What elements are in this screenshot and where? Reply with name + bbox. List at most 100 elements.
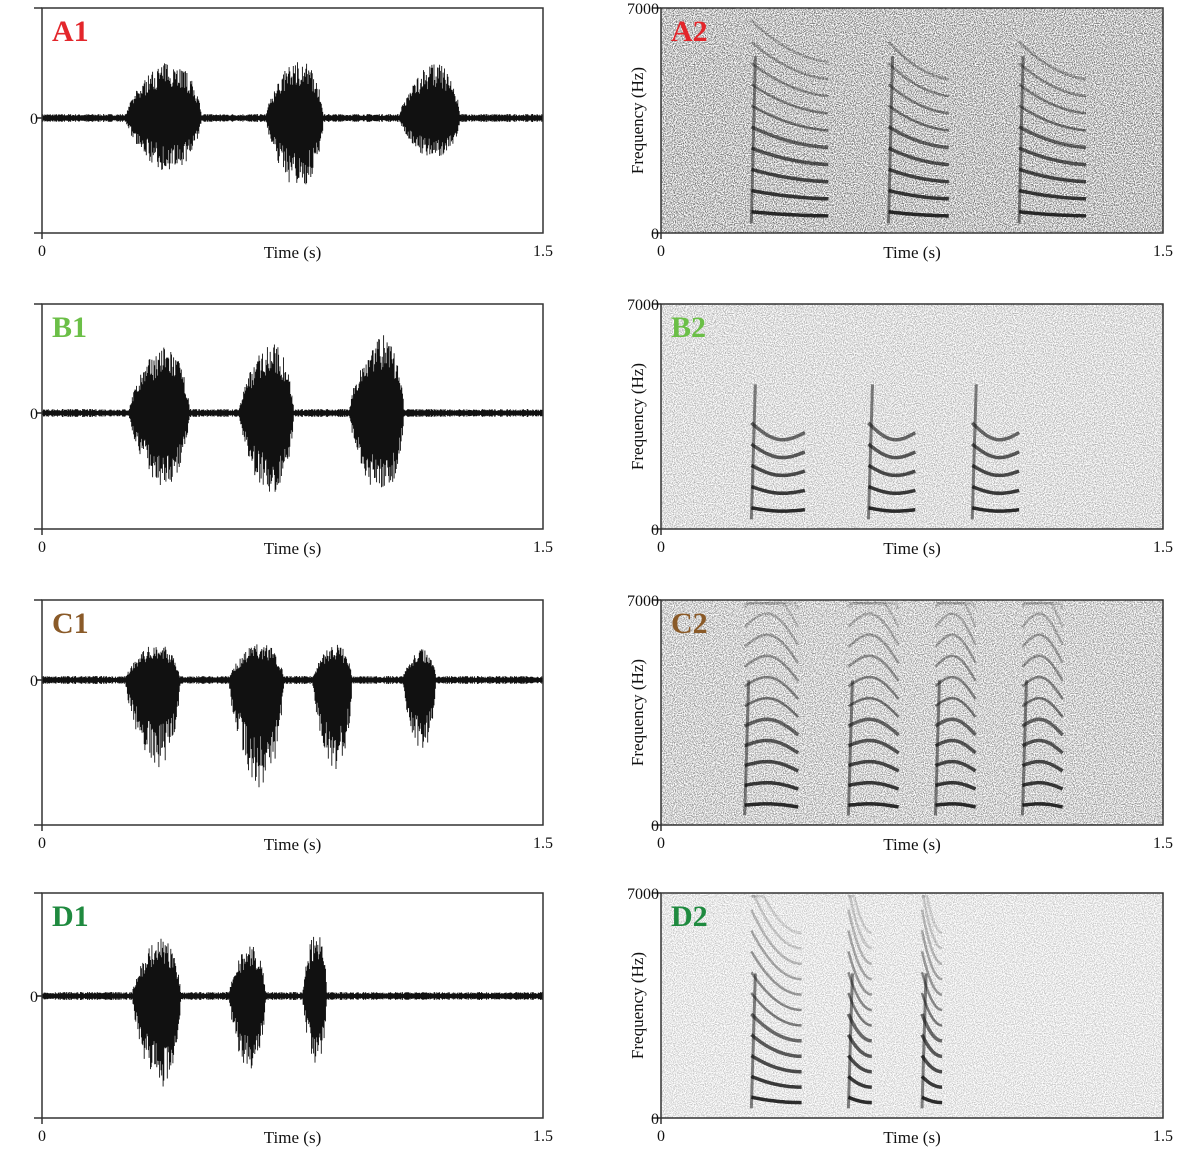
y-tick-label: 0 — [30, 673, 38, 690]
harmonic-band — [1018, 83, 1087, 115]
spectrogram-syllable — [846, 894, 873, 1109]
harmonic-band — [1021, 696, 1064, 718]
spectrogram-syllable — [749, 384, 806, 520]
harmonic-band — [750, 62, 829, 98]
x-axis-label: Time (s) — [883, 1128, 940, 1147]
harmonic-band — [743, 633, 800, 664]
harmonic-band — [848, 894, 872, 935]
harmonic-band — [1018, 210, 1086, 218]
x-axis-label: Time (s) — [883, 243, 940, 262]
plot-frame — [41, 599, 544, 826]
spectrogram-syllable — [1020, 601, 1064, 816]
harmonic-band — [847, 717, 900, 737]
y-axis-label: Frequency (Hz) — [628, 67, 647, 174]
harmonic-band — [935, 802, 976, 809]
harmonic-band — [847, 675, 900, 700]
harmonic-band — [744, 675, 800, 700]
panel-label: B2 — [671, 311, 706, 344]
panel-label: A2 — [671, 15, 708, 48]
harmonic-band — [847, 738, 900, 755]
x-axis-label: Time (s) — [883, 835, 940, 854]
harmonic-band — [848, 802, 899, 809]
harmonic-band — [1022, 780, 1064, 791]
harmonic-band — [846, 1033, 872, 1059]
y-tick-label: 0 — [651, 818, 659, 835]
x-axis-label: Time (s) — [264, 1128, 321, 1147]
harmonic-band — [751, 188, 829, 201]
spectrogram-noise — [661, 304, 1163, 529]
harmonic-band — [920, 971, 943, 1012]
harmonic-band — [920, 1033, 943, 1059]
harmonic-band — [750, 1074, 802, 1089]
spectrogram-syllable — [970, 384, 1020, 520]
harmonic-band — [934, 759, 977, 773]
harmonic-band — [1021, 654, 1064, 682]
plot-frame — [41, 892, 544, 1119]
harmonic-band — [847, 759, 900, 773]
harmonic-band — [1018, 62, 1087, 98]
x-tick-label: 1.5 — [1153, 539, 1173, 556]
harmonic-band — [1018, 146, 1087, 167]
harmonic-band — [888, 188, 949, 201]
spectrogram-syllable — [749, 894, 802, 1109]
y-tick-label: 7000 — [627, 1, 659, 18]
harmonic-band — [887, 104, 949, 132]
harmonic-band — [887, 40, 949, 81]
panel-label: A1 — [52, 15, 89, 48]
x-axis-label: Time (s) — [883, 539, 940, 558]
harmonic-band — [934, 738, 977, 755]
x-tick-label: 0 — [38, 1128, 46, 1145]
harmonic-band — [750, 1033, 802, 1059]
harmonic-band — [750, 484, 806, 496]
harmonic-band — [846, 1013, 873, 1043]
y-tick-label: 0 — [30, 406, 38, 423]
syllable-onset — [749, 384, 757, 520]
panel-label: D2 — [671, 900, 708, 933]
harmonic-band — [848, 601, 900, 610]
harmonic-band — [867, 421, 917, 442]
harmonic-band — [922, 894, 943, 935]
harmonic-band — [750, 1012, 802, 1043]
harmonic-band — [744, 759, 799, 773]
harmonic-band — [848, 780, 900, 791]
panel-A1: 0 0 1.5 Time (s) A1 — [30, 7, 553, 262]
harmonic-band — [744, 601, 800, 610]
harmonic-band — [847, 951, 872, 996]
harmonic-band — [922, 894, 943, 950]
harmonic-band — [867, 442, 917, 460]
harmonic-band — [868, 506, 916, 513]
harmonic-band — [1018, 104, 1087, 132]
harmonic-band — [920, 909, 943, 965]
harmonic-band — [921, 1095, 943, 1105]
x-axis-label: Time (s) — [264, 835, 321, 854]
x-tick-label: 1.5 — [1153, 835, 1173, 852]
harmonic-band — [971, 484, 1020, 496]
harmonic-band — [888, 167, 949, 184]
spectrogram-syllable — [749, 19, 829, 224]
x-tick-label: 1.5 — [1153, 243, 1173, 260]
spectrogram-syllable — [887, 40, 949, 224]
harmonic-band — [744, 780, 799, 791]
harmonic-band — [750, 463, 806, 478]
harmonic-band — [743, 717, 800, 737]
harmonic-band — [750, 167, 829, 184]
harmonic-band — [847, 909, 872, 965]
y-tick-label: 0 — [30, 989, 38, 1006]
syllable-onset — [1017, 56, 1025, 224]
harmonic-band — [750, 929, 802, 981]
harmonic-band — [1021, 633, 1064, 664]
harmonic-band — [847, 633, 900, 664]
panel-B1: 0 0 1.5 Time (s) B1 — [30, 303, 553, 558]
x-axis-label: Time (s) — [264, 539, 321, 558]
harmonic-band — [934, 696, 977, 718]
harmonic-band — [750, 1054, 802, 1074]
harmonic-band — [887, 146, 949, 167]
harmonic-band — [887, 83, 949, 115]
panel-D1: 0 0 1.5 Time (s) D1 — [30, 892, 553, 1147]
panel-C2: 0 1.5 Time (s) 7000 0 Frequency (Hz) C2 — [627, 593, 1173, 854]
harmonic-band — [920, 930, 943, 981]
harmonic-band — [1018, 125, 1087, 150]
harmonic-band — [1021, 675, 1064, 700]
harmonic-band — [847, 1075, 872, 1089]
plot-frame — [41, 7, 544, 234]
